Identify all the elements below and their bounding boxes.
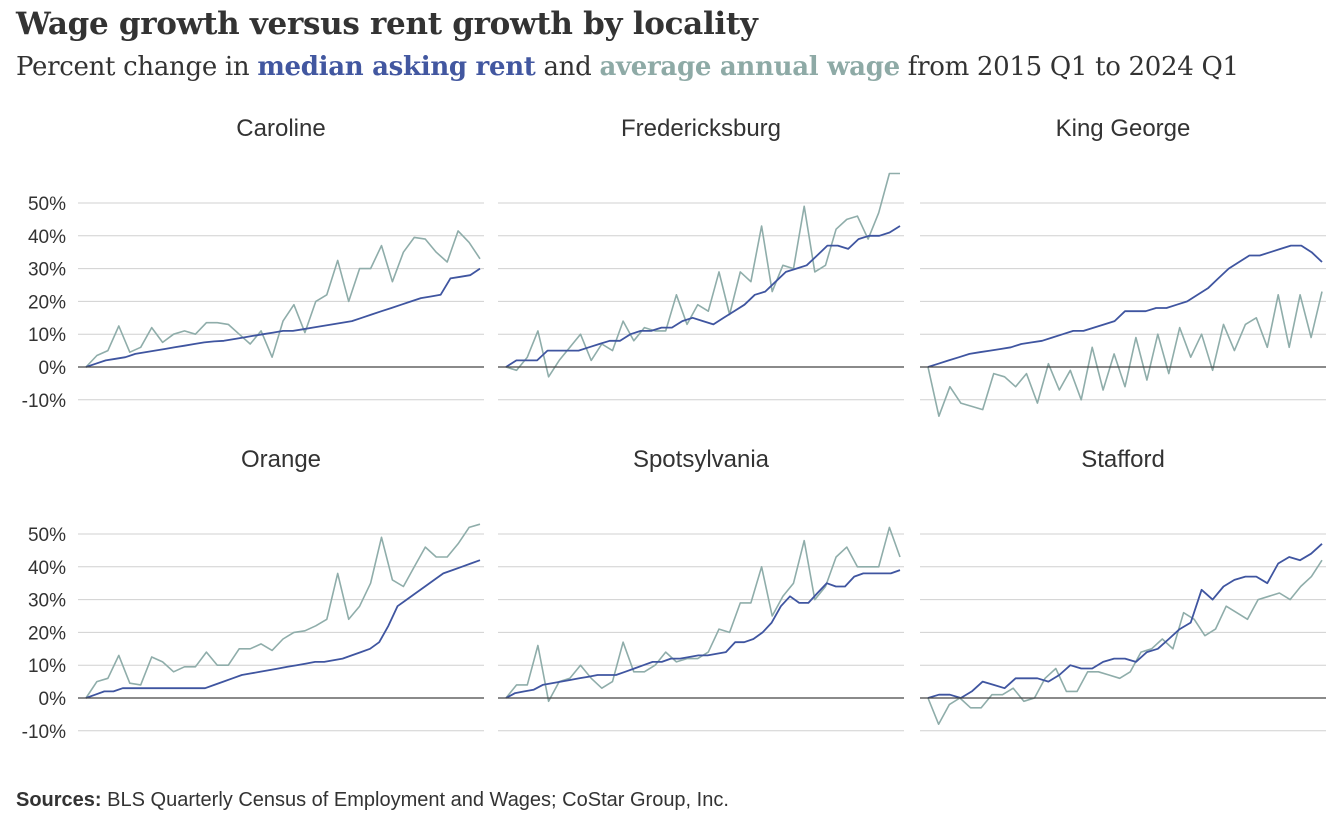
rent-line: [927, 244, 1323, 368]
panel-title: Caroline: [236, 115, 325, 142]
y-tick-label: 50%: [28, 525, 66, 546]
panel-title: Stafford: [1081, 446, 1165, 473]
rent-line: [505, 225, 901, 368]
chart-title: Wage growth versus rent growth by locali…: [16, 6, 758, 42]
rent-line: [505, 569, 901, 699]
panel-title: King George: [1056, 115, 1191, 142]
panel-title: Fredericksburg: [621, 115, 781, 142]
y-tick-label: 0%: [39, 689, 67, 710]
panel-title: Orange: [241, 446, 321, 473]
y-tick-label: 20%: [28, 292, 66, 313]
panel-spotsylvania: Spotsylvania: [498, 446, 904, 732]
sources-label: Sources:: [16, 789, 102, 811]
y-tick-label: 30%: [28, 260, 66, 281]
panel-orange: Orange 50% 40% 30% 20% 10% 0% -10%: [22, 446, 484, 743]
subtitle-suffix: from 2015 Q1 to 2024 Q1: [899, 52, 1239, 82]
subtitle-middle: and: [535, 52, 600, 82]
y-tick-label: 30%: [28, 591, 66, 612]
sources-note: Sources: BLS Quarterly Census of Employm…: [16, 789, 729, 812]
chart-subtitle: Percent change in median asking rent and…: [16, 52, 1239, 82]
sources-text: BLS Quarterly Census of Employment and W…: [101, 789, 729, 811]
y-tick-label: 50%: [28, 194, 66, 215]
y-tick-label: -10%: [22, 391, 66, 412]
subtitle-wage-label: average annual wage: [599, 52, 900, 82]
y-tick-label: -10%: [22, 722, 66, 743]
panel-stafford: Stafford: [920, 446, 1326, 732]
y-tick-label: 10%: [28, 325, 66, 346]
wage-line: [505, 526, 901, 703]
wage-line: [85, 230, 481, 368]
panel-title: Spotsylvania: [633, 446, 770, 473]
wage-line: [85, 523, 481, 699]
subtitle-prefix: Percent change in: [16, 52, 258, 82]
y-tick-label: 40%: [28, 227, 66, 248]
subtitle-rent-label: median asking rent: [257, 52, 536, 82]
y-tick-label: 20%: [28, 623, 66, 644]
panel-king-george: King George: [920, 115, 1326, 418]
wage-line: [927, 291, 1323, 418]
wage-line: [927, 559, 1323, 726]
rent-line: [85, 267, 481, 368]
wage-line: [505, 172, 900, 378]
y-tick-label: 10%: [28, 656, 66, 677]
panel-caroline: Caroline 50% 40% 30% 20% 10% 0% -10%: [22, 115, 484, 412]
y-tick-label: 0%: [39, 358, 67, 379]
y-tick-label: 40%: [28, 558, 66, 579]
rent-line: [927, 543, 1323, 699]
rent-line: [85, 559, 481, 699]
panel-fredericksburg: Fredericksburg: [498, 115, 904, 401]
